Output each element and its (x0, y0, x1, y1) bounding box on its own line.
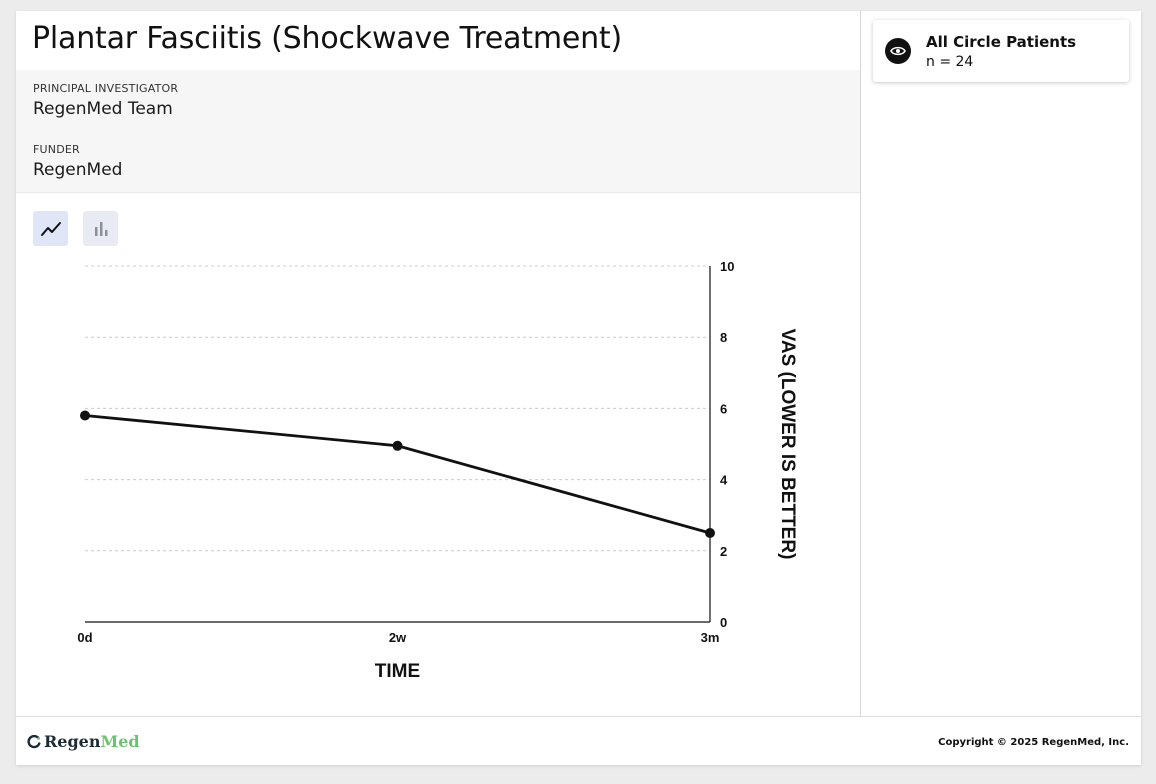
bar-chart-icon (94, 221, 107, 236)
y-tick-label: 8 (720, 330, 727, 345)
y-tick-label: 0 (720, 615, 727, 630)
page-title: Plantar Fasciitis (Shockwave Treatment) (32, 21, 622, 56)
footer: Regen Med Copyright © 2025 RegenMed, Inc. (16, 716, 1141, 766)
y-axis-title: VAS (LOWER IS BETTER) (777, 329, 798, 560)
study-panel: Plantar Fasciitis (Shockwave Treatment) … (16, 11, 861, 716)
pi-value: RegenMed Team (33, 99, 173, 119)
y-tick-label: 4 (720, 473, 728, 488)
cohort-card[interactable]: All Circle Patients n = 24 (873, 20, 1129, 82)
app-frame: Plantar Fasciitis (Shockwave Treatment) … (16, 11, 1141, 765)
logo-icon (27, 734, 41, 748)
regenmed-logo: Regen Med (27, 732, 140, 751)
cohort-panel: All Circle Patients n = 24 (861, 11, 1141, 716)
logo-text-regen: Regen (44, 732, 101, 751)
y-tick-label: 6 (720, 401, 727, 416)
data-point (392, 440, 403, 451)
cohort-name: All Circle Patients (926, 33, 1077, 51)
line-chart-icon (40, 221, 61, 236)
study-info: PRINCIPAL INVESTIGATOR RegenMed Team FUN… (16, 70, 860, 193)
y-tick-label: 2 (720, 544, 727, 559)
x-tick-label: 2w (389, 630, 407, 645)
line-chart-toggle[interactable] (33, 211, 68, 246)
vas-line-chart: 0 2 4 6 8 10 0d 2w 3m TIME VAS (LOWER IS BETTER) (77, 259, 798, 682)
y-tick-label: 10 (720, 259, 734, 274)
pi-label: PRINCIPAL INVESTIGATOR (33, 82, 179, 95)
copyright-text: Copyright © 2025 RegenMed, Inc. (938, 737, 1129, 748)
cohort-count: n = 24 (926, 54, 974, 70)
eye-icon[interactable] (885, 38, 911, 64)
funder-value: RegenMed (33, 160, 123, 180)
series-line (84, 414, 711, 535)
data-point (80, 410, 90, 421)
funder-label: FUNDER (33, 143, 80, 156)
x-tick-label: 3m (701, 630, 720, 645)
x-axis-title: TIME (375, 661, 420, 682)
bar-chart-toggle[interactable] (83, 211, 118, 246)
logo-text-med: Med (100, 732, 140, 751)
data-point (705, 528, 715, 538)
x-tick-label: 0d (77, 630, 92, 645)
